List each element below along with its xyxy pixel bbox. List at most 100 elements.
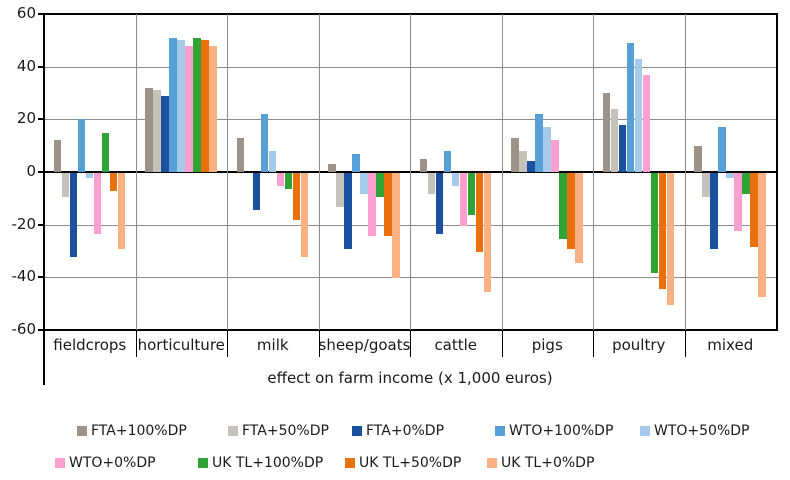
y-tick-label: 0 [26, 162, 36, 180]
legend-swatch [640, 426, 650, 436]
bar-fieldcrops-WTO50DP [85, 173, 94, 179]
y-tick-label: -20 [11, 214, 37, 233]
bar-horticulture-WTO50DP [177, 40, 185, 172]
y-tick-label: -40 [11, 267, 37, 286]
bar-pigs-FTA100DP [511, 137, 519, 172]
y-axis-tick [38, 118, 44, 121]
category-separator [410, 14, 411, 330]
category-label-separator [410, 330, 411, 357]
category-label-separator [318, 330, 320, 357]
category-separator [135, 14, 137, 330]
legend-item-WTO100DP: WTO+100%DP [495, 424, 613, 438]
category-label-separator [501, 330, 503, 357]
category-label: sheep/goats [318, 336, 411, 354]
bar-poultry-FTA50DP [610, 108, 619, 172]
bar-cattle-FTA0DP [435, 173, 444, 234]
bar-poultry-WTO50DP [634, 58, 643, 172]
bar-mixed-FTA0DP [710, 173, 718, 250]
bar-cattle-WTO100DP [443, 150, 452, 172]
bar-fieldcrops-UKTL100DP [101, 132, 110, 172]
plot-border-top [44, 13, 778, 15]
bar-horticulture-FTA100DP [145, 87, 153, 172]
bar-milk-FTA100DP [236, 137, 245, 172]
legend-label: WTO+50%DP [654, 423, 750, 439]
x-axis-line [38, 329, 778, 331]
legend-swatch [487, 458, 497, 468]
legend-swatch [352, 426, 362, 436]
bar-milk-UKTL50DP [292, 173, 301, 221]
bar-cattle-UKTL50DP [475, 173, 484, 252]
bar-poultry-FTA0DP [618, 124, 627, 172]
legend-label: FTA+50%DP [242, 423, 329, 439]
bar-pigs-WTO50DP [543, 127, 551, 172]
legend-swatch [228, 426, 238, 436]
bar-cattle-WTO50DP [451, 173, 460, 187]
bar-sheepgoats-WTO0DP [368, 173, 376, 237]
legend-item-FTA50DP: FTA+50%DP [228, 424, 329, 438]
bar-sheepgoats-WTO50DP [360, 173, 368, 195]
bar-sheepgoats-UKTL50DP [384, 173, 392, 237]
bar-milk-WTO100DP [260, 114, 269, 172]
bar-fieldcrops-WTO0DP [93, 173, 102, 234]
bar-mixed-FTA50DP [702, 173, 710, 197]
bar-cattle-FTA100DP [419, 158, 428, 172]
legend-label: UK TL+0%DP [501, 455, 595, 471]
bar-mixed-UKTL100DP [742, 173, 750, 195]
bar-sheepgoats-UKTL0DP [392, 173, 400, 279]
category-separator [684, 14, 686, 330]
bar-poultry-WTO0DP [642, 74, 651, 172]
bar-fieldcrops-FTA100DP [53, 140, 62, 172]
category-label: milk [256, 336, 289, 354]
bar-poultry-UKTL0DP [666, 173, 675, 305]
legend-swatch [495, 426, 505, 436]
bar-cattle-UKTL0DP [483, 173, 492, 292]
y-axis-tick [38, 223, 44, 226]
legend-swatch [345, 458, 355, 468]
legend-label: WTO+0%DP [69, 455, 156, 471]
bar-horticulture-UKTL0DP [209, 45, 217, 172]
bar-mixed-WTO100DP [718, 127, 726, 172]
y-axis-tick [38, 65, 44, 68]
bar-horticulture-FTA0DP [161, 95, 169, 172]
bar-mixed-WTO0DP [734, 173, 742, 231]
bar-fieldcrops-FTA0DP [69, 173, 78, 258]
y-tick-label: 20 [16, 109, 36, 128]
y-axis-tick [38, 276, 44, 279]
bar-poultry-UKTL50DP [658, 173, 667, 289]
bar-pigs-WTO0DP [551, 140, 559, 172]
bar-poultry-WTO100DP [626, 42, 635, 172]
legend-swatch [55, 458, 65, 468]
bar-horticulture-FTA50DP [153, 90, 161, 172]
category-label-separator [593, 330, 594, 357]
category-label: cattle [434, 336, 478, 354]
category-label-separator [227, 330, 228, 357]
bar-horticulture-WTO0DP [185, 45, 193, 172]
bar-milk-UKTL100DP [284, 173, 293, 189]
bar-horticulture-UKTL100DP [193, 37, 201, 172]
bar-mixed-UKTL50DP [750, 173, 758, 247]
legend-label: WTO+100%DP [509, 423, 614, 439]
y-axis-line [43, 13, 45, 385]
category-separator [593, 14, 594, 330]
bar-mixed-WTO50DP [726, 173, 734, 179]
bar-milk-UKTL0DP [300, 173, 309, 258]
bar-milk-WTO0DP [276, 173, 285, 187]
bar-pigs-UKTL0DP [575, 173, 583, 263]
y-tick-label: 40 [16, 56, 36, 75]
bar-pigs-WTO100DP [535, 114, 543, 172]
legend-item-UKTL50DP: UK TL+50%DP [345, 456, 461, 470]
category-label: fieldcrops [53, 336, 127, 354]
bar-pigs-FTA0DP [527, 161, 535, 172]
bar-sheepgoats-FTA100DP [328, 164, 336, 172]
bar-sheepgoats-UKTL100DP [376, 173, 384, 197]
legend-item-FTA100DP: FTA+100%DP [77, 424, 187, 438]
bar-sheepgoats-FTA0DP [344, 173, 352, 250]
bar-milk-FTA0DP [252, 173, 261, 210]
y-tick-label: -60 [11, 320, 37, 338]
bar-fieldcrops-UKTL0DP [117, 173, 126, 250]
legend-item-FTA0DP: FTA+0%DP [352, 424, 444, 438]
category-separator [227, 14, 228, 330]
bar-poultry-UKTL100DP [650, 173, 659, 274]
category-label-separator [135, 330, 137, 357]
